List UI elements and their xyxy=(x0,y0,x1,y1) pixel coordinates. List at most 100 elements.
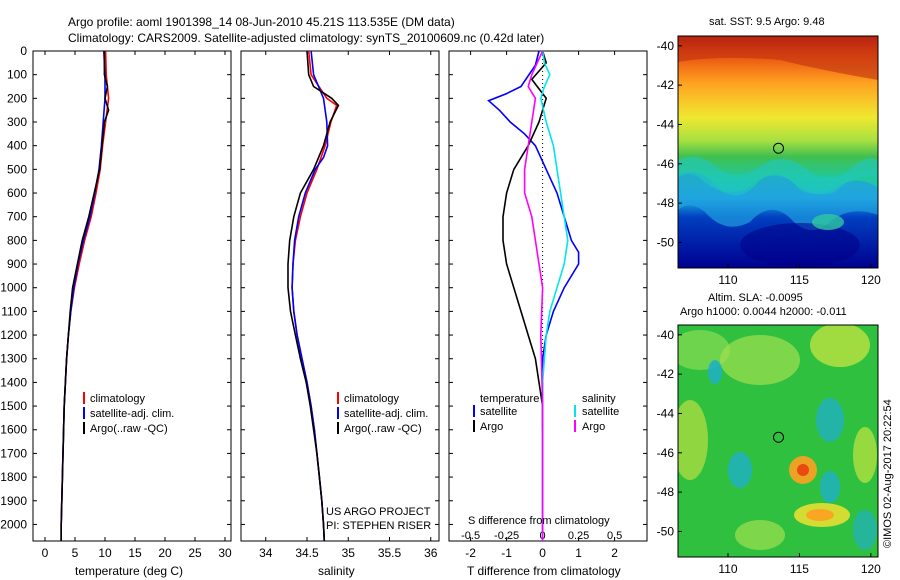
map-y-tick-label: -44 xyxy=(657,117,675,131)
x-top-tick-label: -0.25 xyxy=(494,530,519,542)
legend-label-sal-argo: Argo xyxy=(582,421,605,433)
x-tick-label: -1 xyxy=(501,546,512,560)
x-tick-label: -2 xyxy=(465,546,476,560)
series-line-salinity-satellite xyxy=(539,50,569,541)
map-x-tick-label: 120 xyxy=(861,562,881,576)
figure-title-line2: Climatology: CARS2009. Satellite-adjuste… xyxy=(68,31,544,45)
legend-label-sal-satellite: satellite xyxy=(582,406,619,418)
map-y-tick-label: -40 xyxy=(657,328,675,342)
temperature-panel-frame xyxy=(32,50,232,542)
map-y-tick-label: -50 xyxy=(657,235,675,249)
series-line-argo-raw-qc- xyxy=(60,51,110,541)
depth-tick-label: 1100 xyxy=(1,304,27,318)
s-difference-axis-label: S difference from climatology xyxy=(468,515,610,527)
legend-label-satellite: satellite-adj. clim. xyxy=(90,408,174,420)
depth-tick-label: 1900 xyxy=(0,494,27,508)
temperature-legend: climatology satellite-adj. clim. Argo(..… xyxy=(83,392,174,435)
depth-tick-label: 1700 xyxy=(0,446,27,460)
sla-patch xyxy=(720,335,800,385)
x-tick-label: 0 xyxy=(539,546,546,560)
depth-tick-label: 1400 xyxy=(0,375,27,389)
x-tick-label: 2 xyxy=(611,546,618,560)
series-line-satellite-adj-clim- xyxy=(291,50,329,542)
depth-tick-label: 1300 xyxy=(0,352,27,366)
map-x-tick-label: 120 xyxy=(861,273,881,287)
depth-tick-label: 1500 xyxy=(0,399,27,413)
temperature-axis-label: temperature (deg C) xyxy=(75,564,183,578)
series-line-salinity-argo xyxy=(523,50,544,541)
difference-panel-frame xyxy=(448,50,648,542)
sst-cold-patch xyxy=(740,223,860,267)
x-top-tick-label: 0.25 xyxy=(568,530,589,542)
legend-label-temp-satellite: satellite xyxy=(480,406,517,418)
sla-patch xyxy=(708,360,722,384)
t-difference-axis-label: T difference from climatology xyxy=(467,564,621,578)
sla-map-frame xyxy=(677,324,879,558)
sla-map xyxy=(678,325,878,557)
map-y-tick-label: -44 xyxy=(657,406,675,420)
figure-title-line1: Argo profile: aoml 1901398_14 08-Jun-201… xyxy=(68,15,455,29)
x-top-tick-label: 0.5 xyxy=(607,530,622,542)
x-tick-label: 20 xyxy=(158,546,172,560)
series-line-argo-raw-qc- xyxy=(287,50,340,542)
depth-tick-label: 900 xyxy=(7,257,27,271)
sla-map-title: Altim. SLA: -0.0095 xyxy=(708,292,803,304)
sst-map-title: sat. SST: 9.5 Argo: 9.48 xyxy=(709,16,825,28)
series-line-temperature-argo xyxy=(502,50,548,430)
x-tick-label: 35.5 xyxy=(378,546,402,560)
legend-header-salinity: salinity xyxy=(582,393,616,405)
depth-tick-label: 1600 xyxy=(0,423,27,437)
x-tick-label: 30 xyxy=(218,546,232,560)
x-tick-label: 36 xyxy=(424,546,438,560)
x-tick-label: 25 xyxy=(188,546,202,560)
legend-label-temp-argo: Argo xyxy=(480,421,503,433)
sst-eddy xyxy=(812,214,844,230)
sla-patch xyxy=(678,400,708,480)
map-y-tick-label: -46 xyxy=(657,157,675,171)
series-line-satellite-adj-clim- xyxy=(60,50,106,541)
x-tick-label: 0 xyxy=(42,546,49,560)
x-tick-label: 1 xyxy=(575,546,582,560)
legend-label-climatology: climatology xyxy=(344,393,400,405)
sla-patch xyxy=(810,325,870,367)
map-x-tick-label: 110 xyxy=(718,562,737,576)
legend-label-argo: Argo(..raw -QC) xyxy=(344,423,422,435)
map-y-tick-label: -42 xyxy=(657,78,675,92)
x-tick-label: 34.5 xyxy=(295,546,319,560)
depth-tick-label: 0 xyxy=(20,44,27,58)
sla-patch xyxy=(820,471,840,503)
sla-map-axes: 110 115 120 -40 -42 -44 -46 -48 -50 xyxy=(657,328,882,576)
map-y-tick-label: -50 xyxy=(657,524,675,538)
depth-tick-label: 1800 xyxy=(0,470,27,484)
map-y-tick-label: -46 xyxy=(657,446,675,460)
series-line-climatology xyxy=(60,50,110,541)
sla-patch xyxy=(816,398,844,442)
temperature-panel: 0 5 10 15 20 25 30 xyxy=(33,50,232,560)
legend-label-satellite: satellite-adj. clim. xyxy=(344,408,428,420)
depth-tick-label: 600 xyxy=(7,186,27,200)
sla-patch xyxy=(678,330,730,370)
sla-patch xyxy=(728,452,752,488)
project-annotation: US ARGO PROJECT xyxy=(326,506,431,518)
map-x-tick-label: 110 xyxy=(718,273,737,287)
x-tick-label: 10 xyxy=(98,546,112,560)
map-x-tick-label: 115 xyxy=(790,273,809,287)
map-x-tick-label: 115 xyxy=(790,562,809,576)
sst-warm-patch xyxy=(678,36,878,80)
sla-patch xyxy=(853,510,877,550)
depth-tick-label: 800 xyxy=(7,233,27,247)
map-y-tick-label: -48 xyxy=(657,485,675,499)
pi-annotation: PI: STEPHEN RISER xyxy=(326,520,431,532)
depth-tick-label: 1000 xyxy=(0,281,27,295)
depth-tick-label: 400 xyxy=(7,139,27,153)
salinity-axis-label: salinity xyxy=(318,564,355,578)
x-tick-label: 35 xyxy=(342,546,356,560)
salinity-panel-frame xyxy=(240,50,440,542)
depth-tick-label: 1200 xyxy=(0,328,27,342)
sla-patch xyxy=(797,464,809,476)
sla-patch xyxy=(853,427,877,483)
legend-label-climatology: climatology xyxy=(90,393,146,405)
depth-tick-label: 500 xyxy=(7,162,27,176)
argo-location-marker xyxy=(773,431,784,443)
